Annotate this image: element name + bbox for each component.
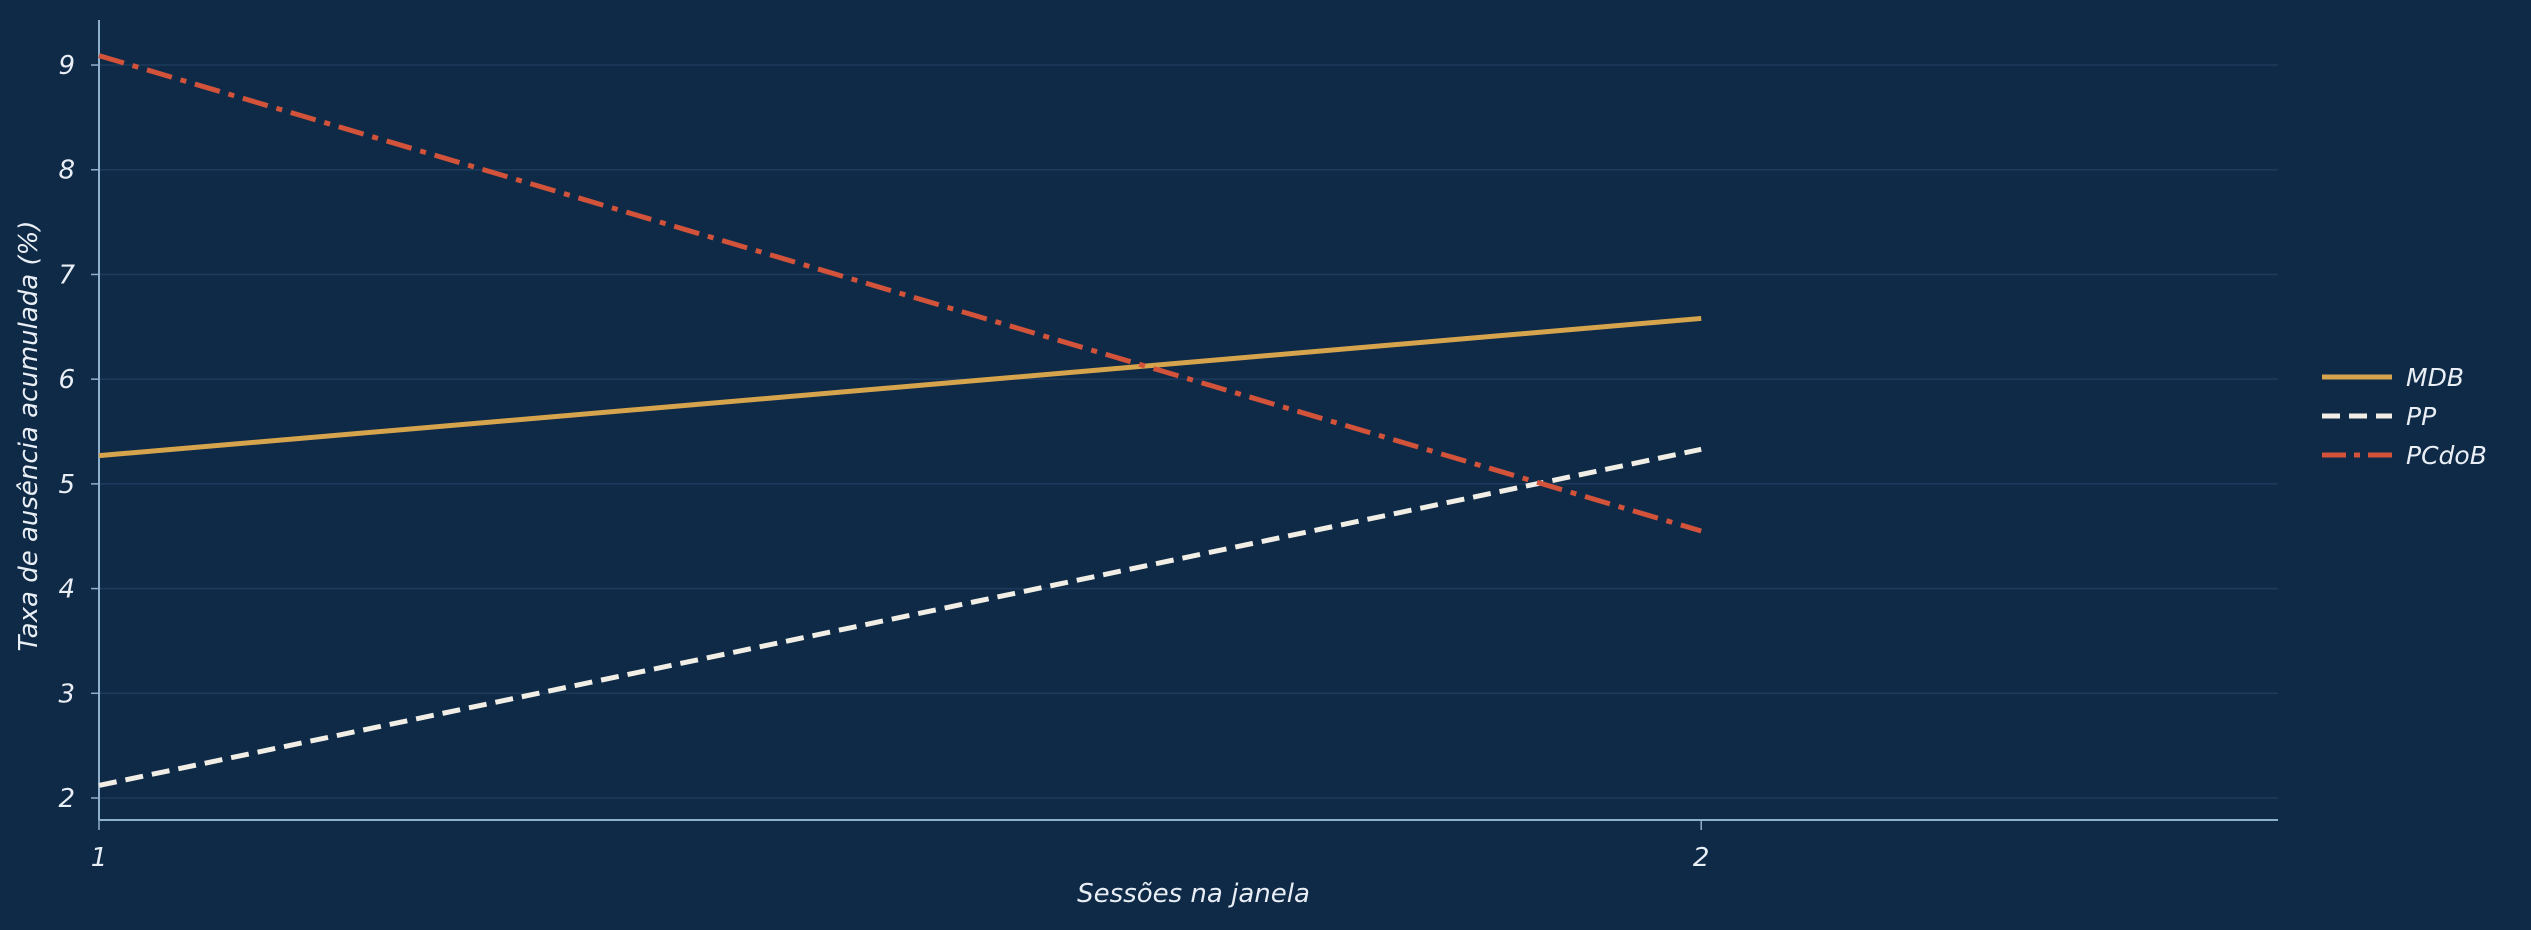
legend-label-mdb: MDB xyxy=(2406,363,2464,392)
axes xyxy=(91,20,2278,830)
legend-item-pp: PP xyxy=(2322,402,2437,431)
y-tick-label-7: 7 xyxy=(58,260,75,290)
y-axis-title: Taxa de ausência acumulada (%) xyxy=(14,221,44,652)
series-line-pp xyxy=(98,446,1702,788)
x-tick-label-1: 1 xyxy=(91,843,108,873)
y-tick-label-2: 2 xyxy=(58,784,75,814)
y-tick-label-8: 8 xyxy=(58,156,75,186)
legend-label-pcdob: PCdoB xyxy=(2406,441,2487,470)
legend-label-pp: PP xyxy=(2406,402,2437,431)
y-tick-label-6: 6 xyxy=(58,365,75,395)
y-tick-label-5: 5 xyxy=(58,470,75,500)
y-tick-label-3: 3 xyxy=(58,679,75,709)
x-tick-label-2: 2 xyxy=(1693,843,1710,873)
x-axis-title: Sessões na janela xyxy=(1077,879,1310,909)
legend: MDB PP PCdoB xyxy=(2322,363,2487,470)
legend-item-mdb: MDB xyxy=(2322,363,2464,392)
y-tick-label-4: 4 xyxy=(58,575,75,605)
series-line-mdb xyxy=(98,315,1702,459)
series-line-pcdob xyxy=(98,53,1702,534)
y-tick-label-9: 9 xyxy=(58,51,75,81)
series-lines xyxy=(98,53,1702,788)
legend-item-pcdob: PCdoB xyxy=(2322,441,2487,470)
